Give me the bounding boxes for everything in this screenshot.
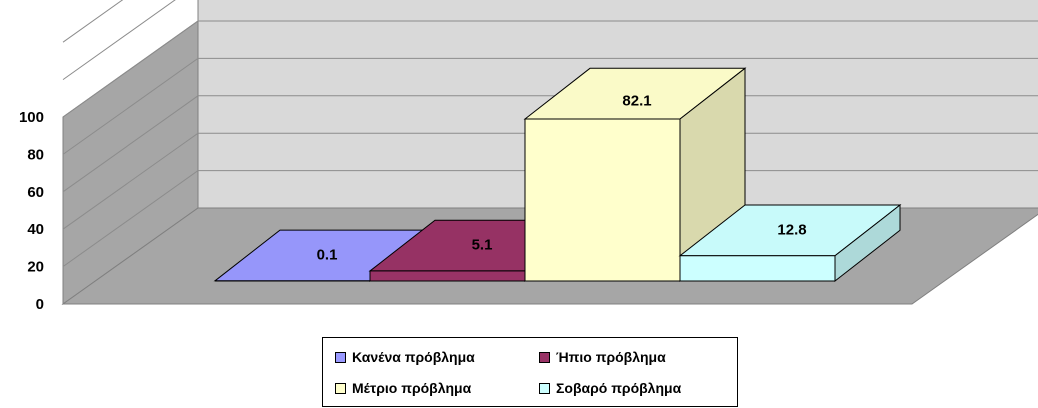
gridline <box>62 170 1038 268</box>
legend-item-none: Κανένα πρόβλημα <box>335 349 475 365</box>
legend-label-mild: Ήπιο πρόβλημα <box>556 349 666 365</box>
legend-swatch-none <box>335 351 346 363</box>
data-label: 0.1 <box>317 246 338 263</box>
chart: 0.1 5.1 82.1 12.8 0 20 40 60 80 100 <box>19 0 1038 313</box>
legend-swatch-severe <box>539 382 550 394</box>
legend-label-moderate: Μέτριο πρόβλημα <box>352 380 472 396</box>
gridline <box>62 132 1038 230</box>
legend-item-moderate: Μέτριο πρόβλημα <box>335 380 471 396</box>
y-tick-label: 100 <box>19 109 44 126</box>
y-tick-label: 60 <box>27 184 44 201</box>
legend-swatch-mild <box>539 351 550 363</box>
gridline <box>62 0 124 43</box>
gridline <box>62 0 176 81</box>
legend: Κανένα πρόβλημα Ήπιο πρόβλημα Μέτριο πρό… <box>322 337 738 407</box>
chart-bars: 0.1 5.1 82.1 12.8 <box>213 67 902 283</box>
gridline <box>62 20 1038 118</box>
bar-2: 82.1 <box>523 67 747 283</box>
data-label: 12.8 <box>777 221 806 238</box>
y-tick-label: 20 <box>27 259 44 276</box>
bar-front <box>524 118 681 282</box>
legend-item-mild: Ήπιο πρόβλημα <box>539 349 666 365</box>
bar-front <box>369 270 526 282</box>
y-tick-label: 80 <box>27 146 44 163</box>
y-axis-ticks: 0 20 40 60 80 100 <box>19 109 44 313</box>
data-label: 82.1 <box>622 93 651 110</box>
bar-front <box>679 255 836 282</box>
bar-3: 12.8 <box>678 204 902 283</box>
legend-item-severe: Σοβαρό πρόβλημα <box>539 380 681 396</box>
legend-label-none: Κανένα πρόβλημα <box>352 349 475 365</box>
legend-label-severe: Σοβαρό πρόβλημα <box>556 380 682 396</box>
y-tick-label: 40 <box>27 221 44 238</box>
gridline <box>62 95 1038 193</box>
data-label: 5.1 <box>472 237 493 254</box>
gridline <box>62 57 1038 155</box>
legend-swatch-moderate <box>335 382 346 394</box>
y-tick-label: 0 <box>36 296 44 313</box>
